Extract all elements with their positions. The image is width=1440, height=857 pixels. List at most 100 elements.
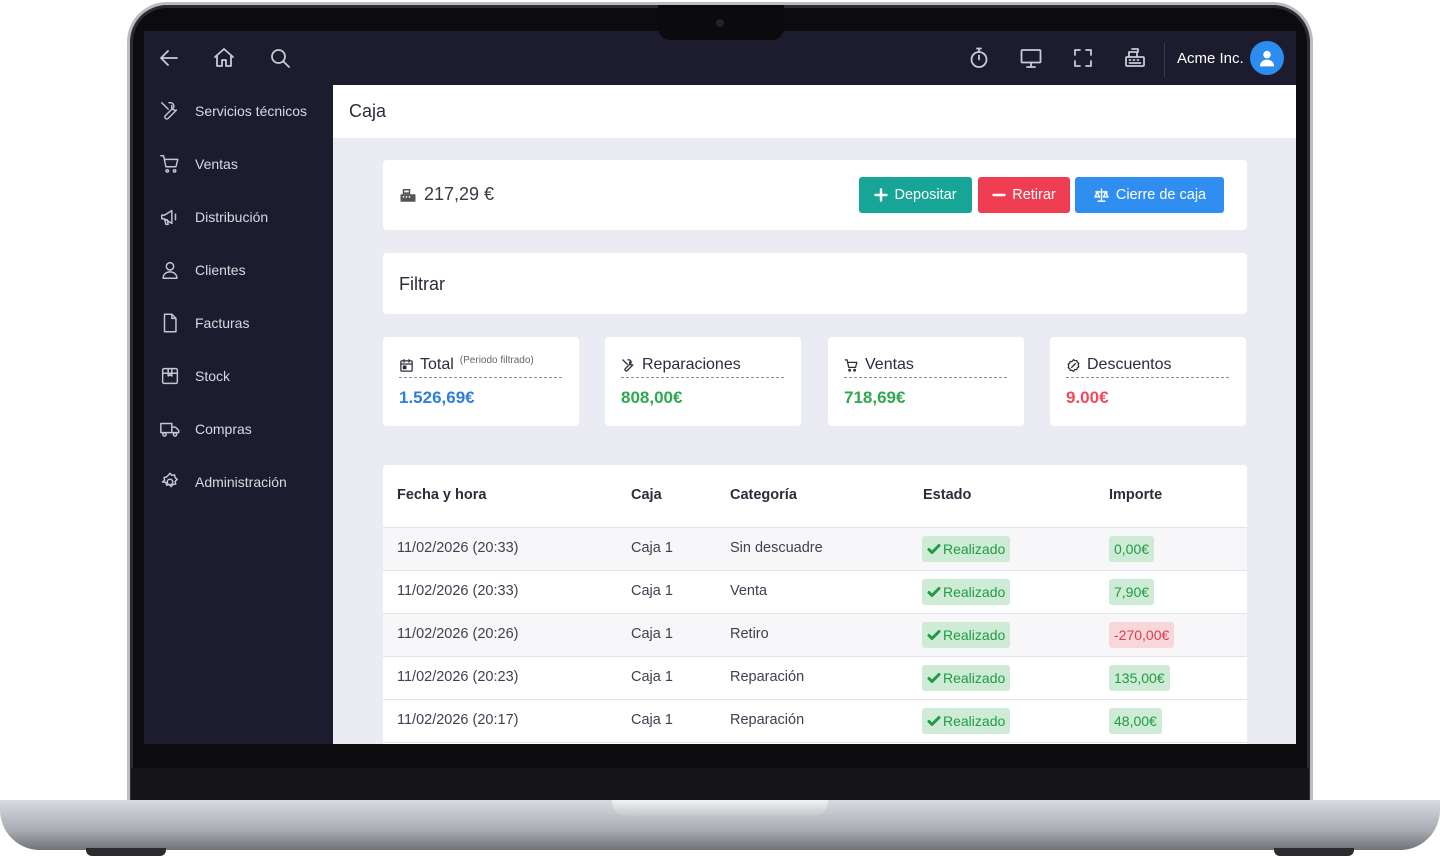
cart-icon [844,358,858,372]
filter-panel[interactable]: Filtrar [383,253,1247,314]
avatar[interactable] [1250,41,1284,75]
column-header-date[interactable]: Fecha y hora [397,487,487,503]
stat-card-total: Total (Periodo filtrado) 1.526,69€ [383,337,579,426]
cell-box: Caja 1 [631,712,673,728]
table-row[interactable]: 11/02/2026 (20:17) Caja 1 Reparación Rea… [383,699,1247,742]
table-row[interactable]: 11/02/2026 (20:26) Caja 1 Retiro Realiza… [383,613,1247,656]
cash-movements-table: Fecha y hora Caja Categoría Estado Impor… [383,465,1247,744]
stat-value: 1.526,69€ [399,388,475,407]
cell-date: 11/02/2026 (20:23) [397,669,519,685]
column-header-category[interactable]: Categoría [730,487,797,503]
sidebar-item-compras[interactable]: Compras [144,409,333,449]
stat-header: Total (Periodo filtrado) [399,353,562,378]
topbar-divider [1164,43,1165,77]
table-row[interactable] [383,742,1247,744]
sidebar-item-label: Compras [195,421,252,437]
camera-notch [658,5,784,40]
amount-badge: 135,00€ [1109,665,1170,691]
document-icon [163,313,177,333]
status-badge: Realizado [922,665,1011,691]
check-icon [927,673,941,683]
fullscreen-icon[interactable] [1069,44,1097,72]
calendar-icon [400,358,413,372]
cell-date: 11/02/2026 (20:26) [397,626,519,642]
company-name[interactable]: Acme Inc. [1177,50,1244,67]
stat-value: 718,69€ [844,388,906,407]
stat-card-descuentos: Descuentos 9.00€ [1050,337,1246,426]
sidebar-item-label: Distribución [195,209,269,225]
home-icon[interactable] [210,44,238,72]
stat-card-reparaciones: Reparaciones 808,00€ [605,337,801,426]
status-label: Realizado [943,584,1006,600]
cash-register-icon[interactable] [1121,44,1149,72]
column-header-status[interactable]: Estado [923,487,972,503]
withdraw-button-label: Retirar [1012,187,1056,203]
sidebar: Servicios técnicos Ventas Distribución C… [144,85,333,744]
back-arrow-icon[interactable] [155,44,183,72]
tools-icon [161,101,178,120]
column-header-box[interactable]: Caja [631,487,662,503]
cash-balance: 217,29 € [424,184,495,204]
withdraw-button[interactable]: Retirar [978,177,1070,213]
sidebar-item-administracion[interactable]: Administración [144,462,333,502]
stopwatch-icon[interactable] [965,44,993,72]
table-row[interactable]: 11/02/2026 (20:23) Caja 1 Reparación Rea… [383,656,1247,699]
cell-date: 11/02/2026 (20:33) [397,540,519,556]
sidebar-item-label: Stock [195,368,231,384]
amount-badge: 0,00€ [1109,536,1155,562]
filter-title: Filtrar [399,274,445,294]
column-header-amount[interactable]: Importe [1109,487,1163,503]
stat-header: Descuentos [1066,353,1229,378]
truck-icon [160,422,180,437]
cart-icon [160,155,179,173]
page-header: Caja [333,85,1296,138]
user-avatar-icon [1259,50,1275,67]
stat-label: Reparaciones [642,356,741,373]
close-register-button[interactable]: Cierre de caja [1075,177,1224,213]
sidebar-item-servicios-tecnicos[interactable]: Servicios técnicos [144,91,333,131]
stat-header: Reparaciones [621,353,784,378]
check-icon [927,630,941,640]
close-register-button-label: Cierre de caja [1115,187,1207,203]
cell-box: Caja 1 [631,583,673,599]
status-badge: Realizado [922,579,1011,605]
amount-badge: 48,00€ [1109,708,1162,734]
discount-icon [1067,358,1080,372]
user-icon [162,261,178,279]
sidebar-item-facturas[interactable]: Facturas [144,303,333,343]
sidebar-item-clientes[interactable]: Clientes [144,250,333,290]
stat-card-ventas: Ventas 718,69€ [828,337,1024,426]
app-screen: Acme Inc. Servicios técnicos Ventas Dist… [144,31,1296,744]
amount-badge: -270,00€ [1109,622,1175,648]
sidebar-item-distribucion[interactable]: Distribución [144,197,333,237]
search-icon[interactable] [266,44,294,72]
top-bar: Acme Inc. [144,31,1296,85]
stat-value: 808,00€ [621,388,683,407]
stat-label: Descuentos [1087,356,1172,373]
camera-icon [716,19,724,27]
status-badge: Realizado [922,622,1011,648]
monitor-icon[interactable] [1017,44,1045,72]
cell-category: Reparación [730,712,805,728]
cell-box: Caja 1 [631,669,673,685]
cash-register-icon [400,189,416,202]
sidebar-item-label: Facturas [195,315,250,331]
check-icon [927,716,941,726]
stat-note: (Periodo filtrado) [459,355,534,366]
table-row[interactable]: 11/02/2026 (20:33) Caja 1 Sin descuadre … [383,527,1247,570]
table-row[interactable]: 11/02/2026 (20:33) Caja 1 Venta Realizad… [383,570,1247,613]
deposit-button-label: Depositar [894,187,957,203]
laptop-base-notch [612,800,828,816]
sidebar-item-label: Clientes [195,262,246,278]
sidebar-item-label: Servicios técnicos [195,103,308,119]
scale-icon [1093,187,1109,202]
box-icon [161,367,179,385]
sidebar-item-stock[interactable]: Stock [144,356,333,396]
check-icon [927,587,941,597]
sidebar-item-ventas[interactable]: Ventas [144,144,333,184]
tools-icon [622,358,634,371]
stat-label: Total [420,356,454,373]
cell-category: Retiro [730,626,769,642]
cell-category: Reparación [730,669,805,685]
deposit-button[interactable]: Depositar [859,177,972,213]
